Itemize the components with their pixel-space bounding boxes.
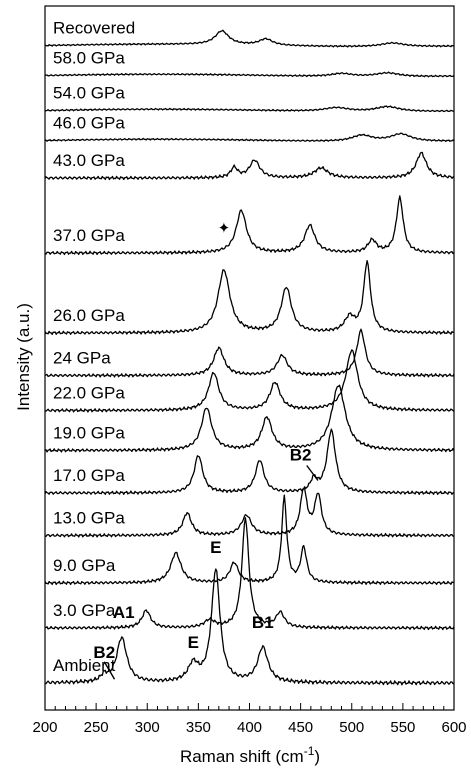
spectrum-trace — [44, 494, 455, 586]
x-axis-ticks: 200 250 300 350 400 450 500 550 600 — [32, 703, 467, 736]
spectrum-trace — [44, 384, 455, 453]
annotation-arrow — [306, 465, 319, 481]
pressure-label: 3.0 GPa — [53, 601, 116, 620]
y-axis-title: Intensity (a.u.) — [14, 303, 33, 411]
spectrum-trace — [44, 428, 455, 495]
spectrum-trace — [44, 349, 455, 413]
x-tick-label: 550 — [390, 719, 415, 736]
spectrum-trace — [44, 488, 455, 538]
x-tick-label: 300 — [135, 719, 160, 736]
spectrum-trace — [44, 328, 455, 378]
spectrum-trace — [44, 132, 455, 143]
pressure-label: 9.0 GPa — [53, 556, 116, 575]
x-tick-label: 600 — [441, 719, 466, 736]
x-tick-label: 350 — [186, 719, 211, 736]
spectrum-trace — [44, 259, 455, 336]
peak-annotation: B1 — [252, 613, 274, 632]
pressure-label: Recovered — [53, 19, 135, 38]
spectrum-trace — [44, 517, 455, 631]
x-tick-label: 200 — [32, 719, 57, 736]
x-tick-label: 500 — [339, 719, 364, 736]
spectrum-trace — [44, 71, 455, 78]
x-tick-label: 400 — [237, 719, 262, 736]
pressure-label: 24 GPa — [53, 349, 111, 368]
pressure-label: 22.0 GPa — [53, 384, 125, 403]
annotation-arrow — [103, 661, 116, 680]
star-marker: ✦ — [218, 220, 231, 237]
pressure-label: 19.0 GPa — [53, 424, 125, 443]
pressure-label: 54.0 GPa — [53, 84, 125, 103]
spectra-traces — [44, 29, 455, 686]
peak-annotation: A1 — [113, 603, 135, 622]
peak-annotation: E — [188, 633, 199, 652]
spectrum-trace — [44, 151, 455, 181]
spectrum-trace — [44, 105, 455, 113]
pressure-label: 37.0 GPa — [53, 226, 125, 245]
x-axis-title: Raman shift (cm-1) — [180, 744, 320, 766]
pressure-label: 43.0 GPa — [53, 151, 125, 170]
spectrum-trace — [44, 29, 455, 48]
spectrum-trace — [44, 195, 455, 256]
pressure-label: 13.0 GPa — [53, 509, 125, 528]
peak-annotations: B2 A1 E E B1 B2 ✦ — [93, 220, 319, 680]
pressure-label: 46.0 GPa — [53, 114, 125, 133]
spectrum-trace — [44, 568, 455, 686]
pressure-label: 58.0 GPa — [53, 49, 125, 68]
pressure-label: 26.0 GPa — [53, 306, 125, 325]
pressure-labels: Ambient 3.0 GPa 9.0 GPa 13.0 GPa 17.0 GPa 19.… — [53, 19, 135, 676]
peak-annotation: B2 — [290, 446, 312, 465]
x-tick-label: 450 — [288, 719, 313, 736]
x-tick-label: 250 — [84, 719, 109, 736]
peak-annotation: B2 — [93, 643, 115, 662]
pressure-label: Ambient — [53, 656, 116, 675]
peak-annotation: E — [210, 538, 221, 557]
pressure-label: 17.0 GPa — [53, 466, 125, 485]
